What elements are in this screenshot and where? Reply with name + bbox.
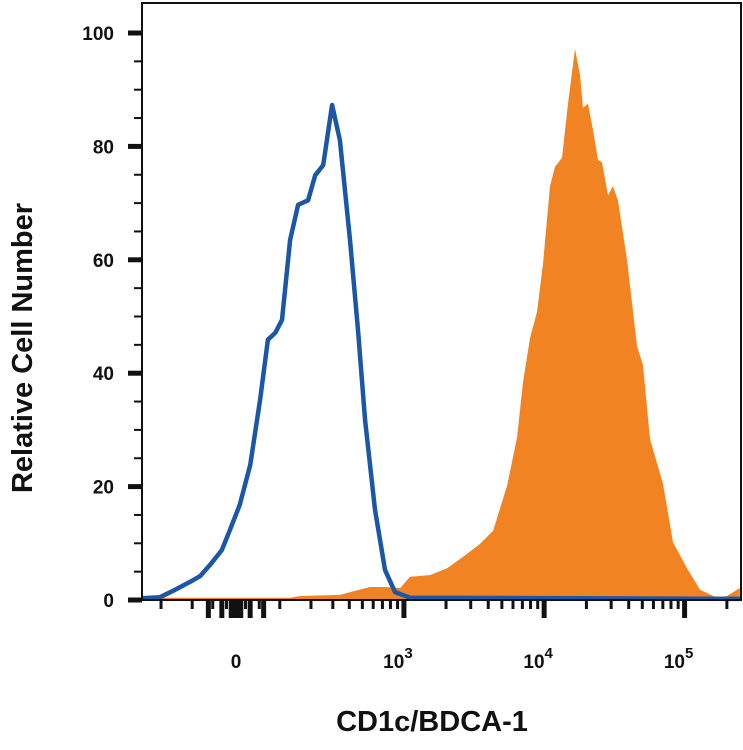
y-tick-label: 100 — [82, 24, 114, 45]
stained-histogram-area — [141, 48, 740, 600]
control-histogram-line — [141, 102, 741, 602]
x-tick-label: 104 — [523, 645, 553, 673]
x-tick-label: 105 — [664, 645, 693, 673]
x-tick-exponent: 5 — [685, 645, 693, 662]
y-tick-label: 20 — [93, 478, 114, 499]
y-tick-label: 0 — [103, 591, 114, 612]
x-tick-exponent: 4 — [545, 645, 554, 662]
y-tick-label: 60 — [93, 251, 114, 272]
x-tick-base: 10 — [523, 652, 544, 673]
series-layer — [141, 48, 741, 602]
plot-frame — [141, 2, 742, 601]
y-axis: 0 20 40 60 80 100 — [82, 24, 142, 612]
y-axis-label: Relative Cell Number — [7, 203, 39, 493]
y-tick-label: 40 — [93, 364, 114, 385]
y-tick-label: 80 — [93, 137, 114, 158]
x-tick-label: 0 — [231, 652, 242, 673]
x-tick-base: 10 — [383, 652, 404, 673]
x-axis: 0 103 104 105 — [159, 601, 729, 673]
x-axis-label: CD1c/BDCA-1 — [336, 706, 528, 738]
x-tick-label: 103 — [383, 645, 412, 673]
x-tick-exponent: 3 — [404, 645, 412, 662]
x-tick-base: 10 — [664, 652, 685, 673]
x-tick-base: 0 — [231, 652, 242, 673]
